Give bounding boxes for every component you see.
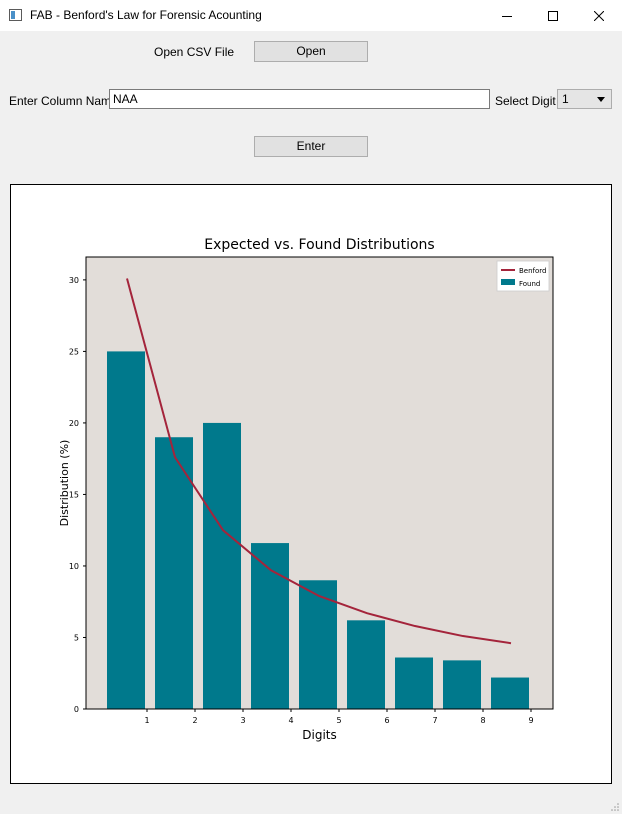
minimize-icon	[502, 15, 512, 17]
x-tick-label-6: 6	[384, 716, 389, 725]
column-name-label: Enter Column Name	[9, 94, 118, 108]
digit-select[interactable]: 1	[557, 89, 612, 109]
x-tick-label-3: 3	[240, 716, 245, 725]
window-title: FAB - Benford's Law for Forensic Acounti…	[30, 8, 262, 22]
bar-found-1	[107, 351, 145, 709]
legend-box	[496, 260, 550, 292]
y-tick-label-20: 20	[69, 419, 79, 428]
open-button[interactable]: Open	[254, 41, 368, 62]
x-tick-label-4: 4	[288, 716, 293, 725]
y-tick-label-25: 25	[69, 347, 79, 356]
y-tick-label-15: 15	[69, 490, 79, 499]
bar-found-9	[491, 677, 529, 709]
x-tick-label-5: 5	[336, 716, 341, 725]
benford-chart: 1 2 3 4 5 6 7 8 9 0 5 10 15 20 25 30 Expected vs. Found …	[58, 237, 554, 742]
open-csv-label: Open CSV File	[154, 45, 235, 59]
benford-line	[126, 278, 512, 645]
bar-found-5	[299, 580, 337, 709]
title-bar: FAB - Benford's Law for Forensic Acounti…	[0, 0, 622, 31]
bar-found-6	[347, 620, 385, 709]
y-tick-label-30: 30	[69, 276, 79, 285]
x-tick-label-8: 8	[480, 716, 485, 725]
chart-panel: 1 2 3 4 5 6 7 8 9 0 5 10 15 20 25 30 Expected vs. Found …	[10, 184, 612, 784]
y-tick-label-10: 10	[69, 562, 79, 571]
chevron-down-icon	[597, 97, 605, 102]
x-tick-label-2: 2	[192, 716, 197, 725]
x-tick-label-1: 1	[144, 716, 149, 725]
plot-border	[85, 256, 554, 710]
select-digit-label: Select Digit	[495, 94, 556, 108]
y-axis-label: Distribution (%)	[58, 440, 71, 527]
bar-found-4	[251, 543, 289, 709]
x-axis-label: Digits	[302, 728, 336, 742]
column-name-input[interactable]: NAA	[109, 89, 490, 109]
enter-button[interactable]: Enter	[254, 136, 368, 157]
bar-found-8	[443, 660, 481, 709]
bar-found-2	[155, 437, 193, 709]
close-button[interactable]	[576, 0, 622, 31]
legend-found-swatch	[501, 279, 515, 285]
digit-select-value: 1	[562, 92, 569, 106]
app-icon	[9, 9, 22, 21]
close-icon	[594, 10, 604, 21]
bar-found-7	[395, 657, 433, 709]
resize-grip-icon[interactable]	[611, 803, 619, 811]
legend-benford-label: Benford	[519, 267, 547, 275]
bar-found-3	[203, 422, 241, 709]
maximize-button[interactable]	[530, 0, 576, 31]
y-tick-label-5: 5	[74, 633, 79, 642]
x-tick-label-7: 7	[432, 716, 437, 725]
x-tick-label-9: 9	[528, 716, 533, 725]
y-tick-label-0: 0	[74, 705, 79, 714]
chart-title: Expected vs. Found Distributions	[204, 237, 434, 253]
minimize-button[interactable]	[484, 0, 530, 31]
maximize-icon	[548, 10, 558, 21]
legend-found-label: Found	[519, 280, 540, 288]
